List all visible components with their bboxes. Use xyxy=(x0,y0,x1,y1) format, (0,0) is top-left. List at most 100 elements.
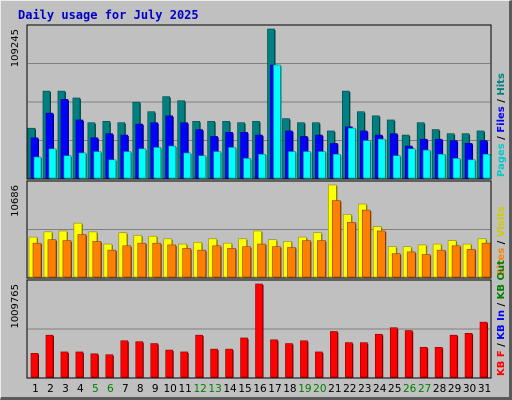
bar-sites-day-14 xyxy=(227,248,236,278)
bar-sites-day-17 xyxy=(272,246,281,278)
x-tick-label-6: 6 xyxy=(107,383,114,395)
bar-kb-f-day-9 xyxy=(150,343,159,378)
bar-sites-day-4 xyxy=(77,234,87,278)
x-tick-label-11: 11 xyxy=(178,383,191,395)
bar-kb-f-day-31 xyxy=(479,321,488,378)
x-tick-label-14: 14 xyxy=(223,383,237,395)
bar-kb-f-day-3 xyxy=(60,351,69,378)
legend-kb-out: KB Out xyxy=(496,260,507,299)
bar-sites-day-24 xyxy=(376,230,386,278)
bar-pages-day-6 xyxy=(108,159,117,179)
bar-sites-day-6 xyxy=(107,249,117,278)
legend-files: Files xyxy=(496,106,507,132)
bar-sites-day-27 xyxy=(421,254,431,278)
bar-kb-f-day-13 xyxy=(210,348,218,378)
bar-kb-f-day-22 xyxy=(345,342,353,378)
legend-separator: / xyxy=(496,237,507,248)
bar-pages-day-26 xyxy=(407,148,416,179)
bar-pages-day-11 xyxy=(183,152,191,179)
bar-kb-f-day-11 xyxy=(180,351,188,378)
bar-pages-day-7 xyxy=(123,151,132,179)
bar-sites-day-21 xyxy=(332,200,341,278)
bar-pages-day-28 xyxy=(437,153,446,179)
chart-title: Daily usage for July 2025 xyxy=(18,8,199,22)
bar-sites-day-1 xyxy=(32,242,42,278)
bar-pages-day-24 xyxy=(377,138,386,179)
bar-sites-day-22 xyxy=(347,222,356,278)
x-tick-label-15: 15 xyxy=(238,383,251,395)
bar-kb-f-day-2 xyxy=(45,334,54,378)
x-tick-label-29: 29 xyxy=(448,383,461,395)
bar-sites-day-30 xyxy=(466,248,476,278)
bar-kb-f-day-5 xyxy=(90,353,99,378)
bar-pages-day-27 xyxy=(422,149,431,179)
bar-sites-day-28 xyxy=(436,249,446,278)
bar-sites-day-8 xyxy=(137,242,147,278)
x-tick-label-12: 12 xyxy=(193,383,206,395)
bar-sites-day-18 xyxy=(287,247,296,278)
legend-pages: Pages xyxy=(496,143,507,177)
x-tick-label-13: 13 xyxy=(208,383,221,395)
x-tick-label-21: 21 xyxy=(328,383,341,395)
bar-sites-day-5 xyxy=(92,241,102,278)
bar-kb-f-day-4 xyxy=(75,351,84,378)
bar-kb-f-day-28 xyxy=(434,346,443,378)
bar-pages-day-12 xyxy=(198,155,206,179)
x-tick-label-27: 27 xyxy=(418,383,431,395)
y-max-label-hits-files-pages: 109245 xyxy=(10,29,21,67)
bar-pages-day-29 xyxy=(452,158,461,179)
bar-kb-f-day-20 xyxy=(315,351,323,378)
bar-kb-f-day-14 xyxy=(225,348,233,378)
y-max-label-kbytes: 1009765 xyxy=(10,284,21,329)
bar-sites-day-13 xyxy=(212,245,221,278)
bar-pages-day-8 xyxy=(138,148,147,179)
bar-pages-day-21 xyxy=(333,153,341,179)
bar-pages-day-15 xyxy=(243,158,251,179)
legend-kbytes: KB F / KB In / KB Out xyxy=(496,260,507,376)
bar-sites-day-31 xyxy=(481,242,491,278)
bar-pages-day-19 xyxy=(303,151,311,179)
bar-kb-f-day-29 xyxy=(449,334,458,378)
legend-kb-f: KB F xyxy=(496,350,507,376)
bar-sites-day-9 xyxy=(152,242,162,278)
bar-pages-day-9 xyxy=(153,147,162,179)
bar-pages-day-23 xyxy=(362,140,371,179)
legend-visits-sites: Sites / Visits xyxy=(496,206,507,276)
x-tick-label-16: 16 xyxy=(253,383,267,395)
bar-sites-day-19 xyxy=(302,240,311,278)
bar-pages-day-18 xyxy=(288,151,296,179)
bar-kb-f-day-8 xyxy=(135,341,144,378)
bar-kb-f-day-12 xyxy=(195,334,203,378)
x-tick-label-5: 5 xyxy=(92,383,99,395)
bar-kb-f-day-24 xyxy=(374,333,383,378)
legend-separator: / xyxy=(496,96,507,107)
x-tick-label-20: 20 xyxy=(313,383,326,395)
legend-kb-in: KB In xyxy=(496,310,507,340)
bar-kb-f-day-6 xyxy=(105,354,114,378)
bar-pages-day-10 xyxy=(168,145,177,179)
x-tick-label-25: 25 xyxy=(388,383,401,395)
bar-pages-day-17 xyxy=(273,64,281,179)
bar-sites-day-26 xyxy=(406,251,416,278)
x-tick-label-23: 23 xyxy=(358,383,371,395)
x-tick-label-26: 26 xyxy=(403,383,417,395)
x-tick-label-19: 19 xyxy=(298,383,311,395)
x-tick-label-9: 9 xyxy=(152,383,159,395)
bar-pages-day-13 xyxy=(213,151,221,179)
bar-pages-day-3 xyxy=(63,155,72,179)
bar-kb-f-day-7 xyxy=(120,340,129,378)
bar-kb-f-day-18 xyxy=(285,343,293,378)
bar-pages-day-31 xyxy=(482,153,491,179)
bar-sites-day-7 xyxy=(122,245,132,278)
x-tick-label-31: 31 xyxy=(478,383,491,395)
x-tick-label-28: 28 xyxy=(433,383,446,395)
bar-sites-day-11 xyxy=(182,248,191,278)
x-tick-label-1: 1 xyxy=(32,383,39,395)
bar-pages-day-22 xyxy=(348,127,356,179)
bar-pages-day-2 xyxy=(48,148,57,179)
x-tick-label-2: 2 xyxy=(47,383,54,395)
x-tick-label-8: 8 xyxy=(137,383,144,395)
bar-sites-day-23 xyxy=(361,209,371,278)
legend-hits: Hits xyxy=(496,73,507,96)
bar-sites-day-25 xyxy=(391,253,401,278)
